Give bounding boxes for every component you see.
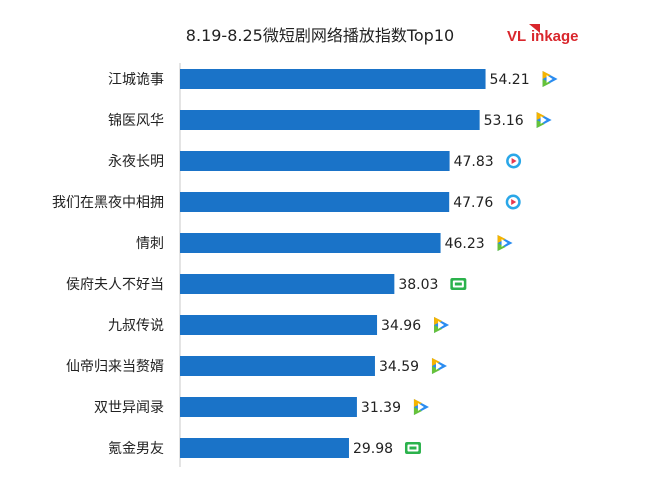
category-label: 我们在黑夜中相拥 — [52, 195, 164, 211]
vlinkage-logo: VL inkage — [507, 24, 579, 45]
vlinkage-logo-swoosh — [529, 24, 540, 33]
tencent-video-icon — [413, 399, 429, 415]
bar — [180, 274, 395, 294]
bar — [180, 110, 480, 130]
category-label: 九叔传说 — [108, 318, 164, 334]
tencent-video-icon — [497, 235, 513, 251]
bar — [180, 356, 375, 376]
value-label: 34.59 — [379, 359, 419, 375]
bar — [180, 233, 441, 253]
vlinkage-logo-v: VL — [507, 28, 526, 45]
bar — [180, 151, 450, 171]
tencent-video-icon — [431, 358, 447, 374]
category-label: 情刺 — [136, 236, 164, 252]
value-label: 46.23 — [445, 236, 485, 252]
value-label: 34.96 — [381, 318, 421, 334]
youku-icon — [505, 194, 521, 210]
value-label: 38.03 — [398, 277, 438, 293]
category-label: 仙帝归来当赘婿 — [66, 358, 164, 375]
vlinkage-logo-rest: inkage — [531, 28, 579, 45]
category-label: 永夜长明 — [108, 154, 164, 170]
bar — [180, 438, 349, 458]
category-label: 侯府夫人不好当 — [66, 277, 164, 293]
youku-icon — [506, 153, 522, 169]
iqiyi-icon — [404, 442, 421, 454]
iqiyi-icon — [450, 278, 467, 290]
value-label: 54.21 — [490, 72, 530, 88]
value-label: 53.16 — [484, 113, 524, 129]
value-label: 29.98 — [353, 441, 393, 457]
category-label: 锦医风华 — [108, 112, 164, 129]
category-label: 江城诡事 — [108, 72, 164, 88]
tencent-video-icon — [536, 112, 552, 128]
value-label: 31.39 — [361, 400, 401, 416]
bars-group: 江城诡事 54.21 锦医风华 53.16 永夜长明 47.83 我们在黑夜中相拥 47.76… — [52, 69, 558, 458]
tencent-video-icon — [434, 317, 450, 333]
bar — [180, 69, 486, 89]
value-label: 47.83 — [454, 154, 494, 170]
bar — [180, 397, 357, 417]
tencent-video-icon — [542, 71, 558, 87]
chart-title: 8.19-8.25微短剧网络播放指数Top10 — [186, 26, 454, 45]
bar — [180, 315, 378, 335]
category-label: 双世异闻录 — [94, 400, 164, 416]
bar — [180, 192, 450, 212]
value-label: 47.76 — [453, 195, 493, 211]
category-label: 氪金男友 — [108, 441, 164, 457]
